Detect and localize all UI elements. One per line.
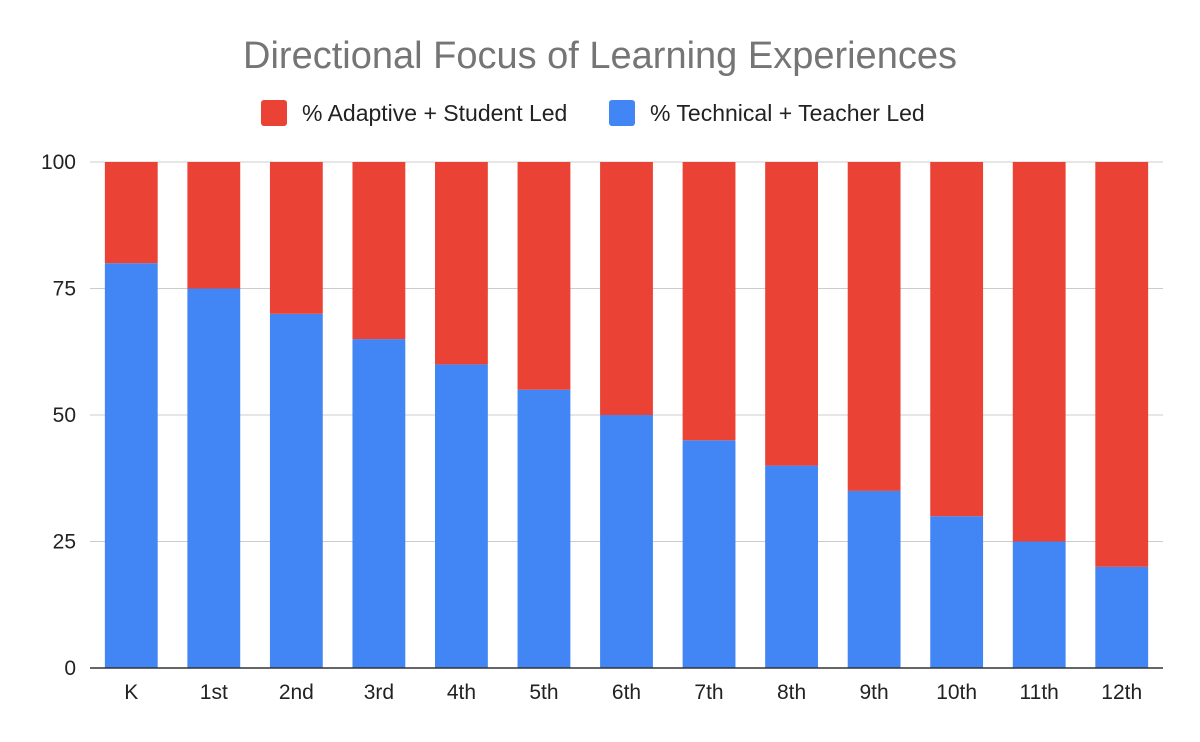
x-tick-label: K — [124, 681, 138, 704]
bar-segment — [187, 162, 241, 289]
legend-swatch-adaptive — [261, 100, 287, 126]
legend-label-technical: % Technical + Teacher Led — [650, 100, 925, 126]
x-tick-label: 1st — [200, 681, 228, 704]
x-tick-label: 2nd — [279, 681, 314, 704]
bar-segment — [187, 288, 241, 668]
bar-segment — [352, 162, 406, 340]
bar-segment — [517, 389, 571, 668]
bar-segment — [104, 162, 158, 264]
y-tick-label: 100 — [41, 151, 76, 174]
x-tick-label: 12th — [1101, 681, 1142, 704]
bar-segment — [1095, 162, 1149, 567]
bar-segment — [352, 339, 406, 668]
y-tick-label: 25 — [53, 531, 76, 554]
chart-legend: % Adaptive + Student Led % Technical + T… — [261, 100, 925, 126]
x-tick-label: 7th — [694, 681, 723, 704]
x-axis-ticks: K 1st 2nd 3rd 4th 5th 6th 7th 8th 9th 10th 11th 12th — [124, 681, 1142, 704]
bar-segment — [930, 162, 984, 517]
x-tick-label: 8th — [777, 681, 806, 704]
y-tick-label: 75 — [53, 278, 76, 301]
bar-segment — [847, 162, 901, 491]
bar-segment — [435, 364, 488, 668]
bar-segment — [104, 263, 158, 668]
x-tick-label: 4th — [447, 681, 476, 704]
x-tick-label: 10th — [936, 681, 977, 704]
bars — [104, 162, 1149, 668]
bar-segment — [1012, 162, 1066, 542]
bar-segment — [682, 162, 736, 441]
legend-swatch-technical — [609, 100, 635, 126]
bar-segment — [600, 162, 653, 415]
bar-segment — [517, 162, 571, 390]
bar-segment — [765, 465, 818, 668]
x-tick-label: 6th — [612, 681, 641, 704]
bar-segment — [1095, 566, 1149, 668]
x-tick-label: 9th — [860, 681, 889, 704]
bar-segment — [269, 162, 323, 314]
x-tick-label: 11th — [1020, 681, 1059, 704]
y-tick-label: 0 — [64, 657, 76, 680]
bar-segment — [269, 313, 323, 668]
y-axis-ticks: 0 25 50 75 100 — [41, 151, 76, 680]
bar-segment — [435, 162, 488, 365]
chart-title: Directional Focus of Learning Experience… — [243, 35, 957, 77]
legend-label-adaptive: % Adaptive + Student Led — [302, 100, 567, 126]
bar-segment — [765, 162, 818, 466]
x-tick-label: 5th — [529, 681, 558, 704]
y-tick-label: 50 — [53, 404, 76, 427]
bar-segment — [847, 490, 901, 668]
bar-segment — [682, 440, 736, 668]
bar-segment — [600, 415, 653, 668]
bar-segment — [1012, 541, 1066, 668]
bar-segment — [930, 516, 984, 668]
x-tick-label: 3rd — [364, 681, 394, 704]
